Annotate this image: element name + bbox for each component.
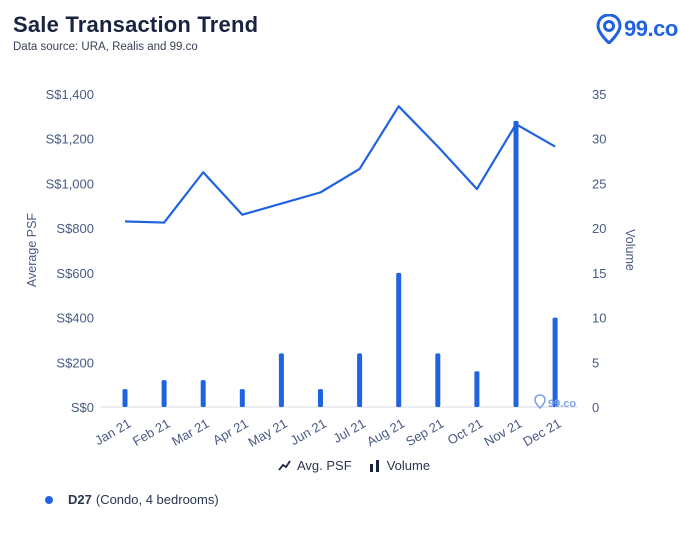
y-tick-label: S$1,400 <box>46 87 94 102</box>
avg-psf-point[interactable] <box>319 190 323 194</box>
avg-psf-point[interactable] <box>279 202 283 206</box>
watermark-pin-icon <box>534 394 546 410</box>
avg-psf-point[interactable] <box>240 213 244 217</box>
avg-psf-point[interactable] <box>397 104 401 108</box>
chart-watermark: 99.co <box>534 394 576 410</box>
volume-bar[interactable] <box>435 353 441 407</box>
volume-bar[interactable] <box>200 380 206 407</box>
avg-psf-point[interactable] <box>201 170 205 174</box>
avg-psf-point[interactable] <box>475 187 479 191</box>
bar-chart-icon <box>369 460 379 472</box>
x-tick-label: Nov 21 <box>481 416 524 450</box>
x-tick-label: Jun 21 <box>288 416 329 449</box>
x-tick-label: Apr 21 <box>210 416 251 448</box>
avg-psf-line[interactable] <box>124 105 556 224</box>
y-tick-label: S$1,000 <box>46 176 94 191</box>
y2-axis-title: Volume <box>623 229 637 271</box>
x-tick-label: Aug 21 <box>364 416 407 450</box>
avg-psf-point[interactable] <box>162 221 166 225</box>
y2-tick-label: 0 <box>592 400 599 415</box>
volume-bar[interactable] <box>552 317 558 407</box>
y2-tick-label: 10 <box>592 311 606 326</box>
chart-title: Sale Transaction Trend <box>13 12 259 37</box>
brand-logo: 99.co <box>596 14 678 44</box>
x-tick-label: Jul 21 <box>331 416 369 446</box>
volume-bar[interactable] <box>318 389 323 407</box>
chart-subtitle: Data source: URA, Realis and 99.co <box>13 41 198 53</box>
property-description: (Condo, 4 bedrooms) <box>95 492 219 507</box>
legend-item-avg-psf[interactable]: Avg. PSF <box>278 458 352 473</box>
y-tick-label: S$0 <box>71 400 94 415</box>
y2-tick-label: 35 <box>592 87 606 102</box>
x-tick-label: Sep 21 <box>403 416 446 450</box>
x-tick-label: Mar 21 <box>169 416 212 449</box>
x-tick-label: Jan 21 <box>92 416 133 449</box>
y-tick-label: S$600 <box>56 266 94 281</box>
logo-text: 99.co <box>624 16 678 41</box>
volume-bar[interactable] <box>278 353 284 407</box>
x-tick-label: Oct 21 <box>445 416 486 448</box>
x-tick-label: May 21 <box>245 416 289 450</box>
series-description: D27 (Condo, 4 bedrooms) <box>45 492 219 507</box>
avg-psf-point[interactable] <box>358 167 362 171</box>
y2-tick-label: 25 <box>592 176 606 191</box>
location-pin-icon <box>596 14 622 44</box>
y-tick-label: S$200 <box>56 355 94 370</box>
district-label: D27 <box>68 492 92 507</box>
series-dot-icon <box>45 495 53 504</box>
volume-bar[interactable] <box>239 389 245 407</box>
y2-tick-label: 5 <box>592 355 599 370</box>
chart-legend: Avg. PSF Volume <box>278 458 446 473</box>
legend-label-avg-psf: Avg. PSF <box>297 458 352 473</box>
legend-label-volume: Volume <box>386 458 431 473</box>
y-axis-title: Average PSF <box>25 213 39 287</box>
volume-bar[interactable] <box>396 272 402 407</box>
volume-bar[interactable] <box>357 353 363 407</box>
y2-tick-label: 30 <box>592 132 606 147</box>
line-chart-icon <box>278 460 291 471</box>
avg-psf-point[interactable] <box>514 122 518 126</box>
legend-item-volume[interactable]: Volume <box>368 458 430 473</box>
y2-tick-label: 15 <box>592 266 606 281</box>
x-tick-label: Feb 21 <box>130 416 173 449</box>
avg-psf-point[interactable] <box>553 145 557 149</box>
volume-bar[interactable] <box>513 120 519 407</box>
y-tick-label: S$1,200 <box>46 132 94 147</box>
y-tick-label: S$800 <box>56 221 94 236</box>
y2-tick-label: 20 <box>592 221 606 236</box>
x-tick-label: Dec 21 <box>520 416 563 450</box>
avg-psf-point[interactable] <box>123 219 127 223</box>
volume-bar[interactable] <box>474 371 480 407</box>
volume-bar[interactable] <box>161 380 167 407</box>
volume-bar[interactable] <box>122 389 128 407</box>
y-tick-label: S$400 <box>56 311 94 326</box>
avg-psf-point[interactable] <box>436 145 440 149</box>
watermark-text: 99.co <box>548 398 576 410</box>
